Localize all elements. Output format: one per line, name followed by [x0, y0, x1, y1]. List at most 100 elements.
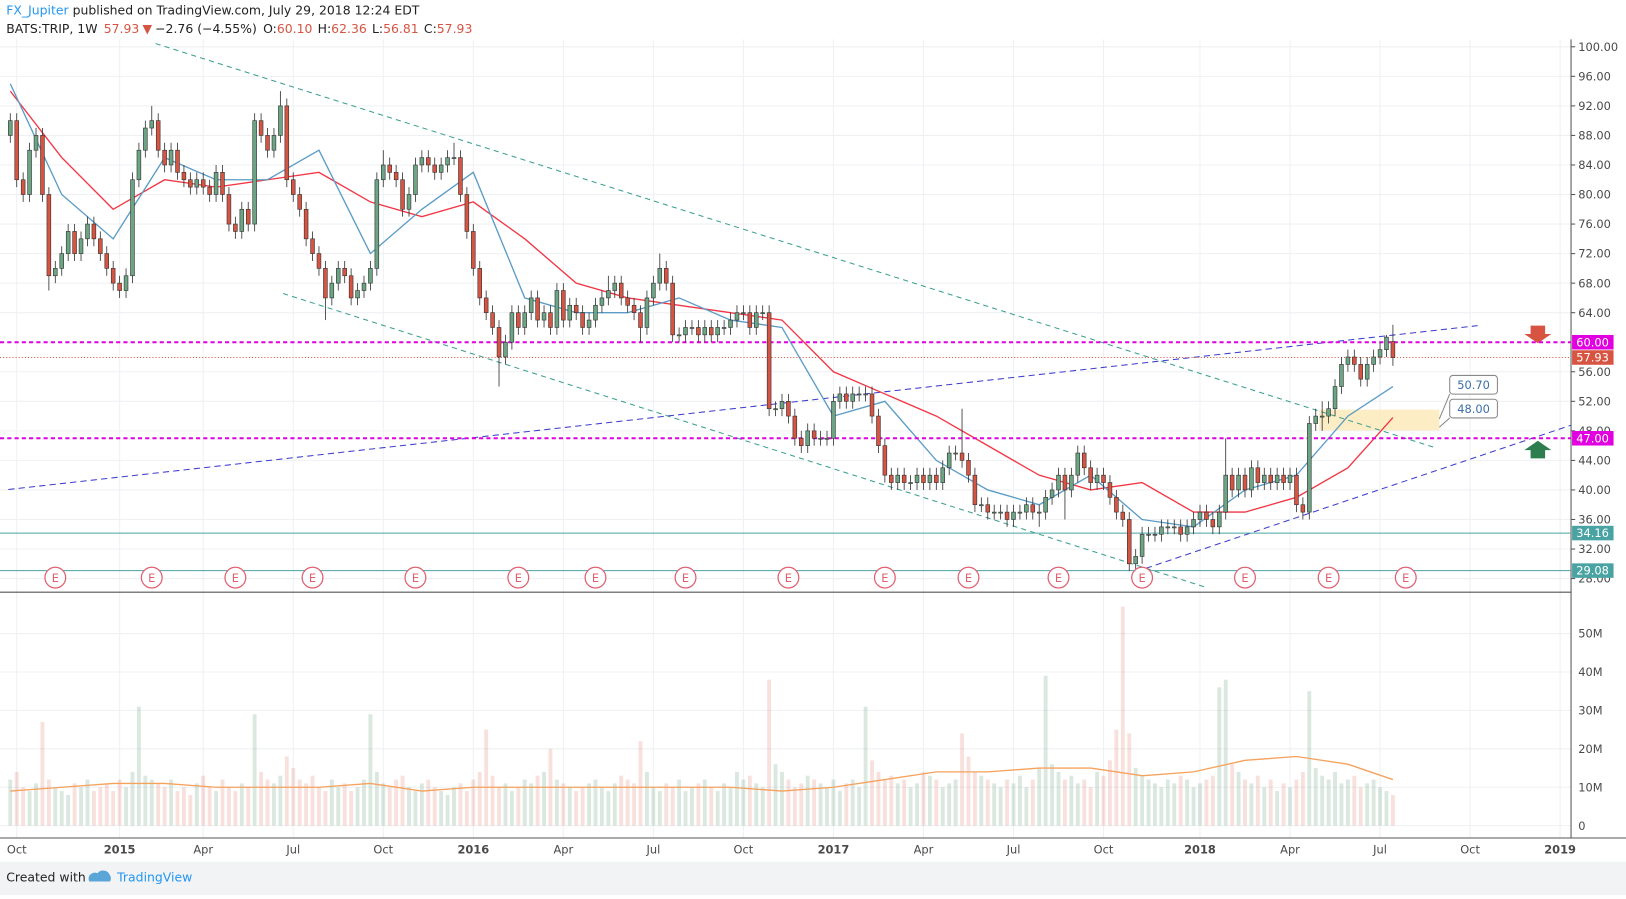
volume-bar — [471, 779, 476, 826]
candle-body — [348, 275, 354, 299]
candle-body — [387, 164, 392, 173]
volume-bar — [593, 779, 598, 826]
candle-body — [400, 179, 405, 210]
candle-body — [40, 135, 45, 195]
candle-body — [471, 231, 476, 269]
candle-body — [342, 268, 347, 277]
x-tick-label: Jul — [645, 843, 660, 857]
y-tick-label: 36.00 — [1578, 513, 1611, 527]
candle-body — [59, 253, 64, 269]
candle-body — [1004, 511, 1010, 520]
candle-body — [1307, 423, 1312, 513]
published: published on TradingView.com, July 29, 2… — [69, 3, 420, 18]
volume-bar — [1345, 779, 1350, 826]
volume-bar — [702, 779, 707, 826]
volume-bar — [149, 779, 154, 826]
author[interactable]: FX_Jupiter — [6, 3, 69, 18]
candle-body — [355, 290, 360, 299]
volume-bar — [1243, 779, 1247, 826]
volume-bar — [985, 779, 990, 826]
candle-body — [934, 474, 939, 483]
candle-body — [438, 164, 444, 173]
candle-body — [245, 208, 251, 225]
candle-body — [1049, 489, 1055, 498]
volume-bar — [1204, 779, 1209, 826]
volume-bar — [207, 787, 212, 826]
candle-body — [959, 452, 965, 461]
volume-bar — [863, 706, 868, 826]
candle-body — [657, 268, 663, 284]
volume-bar — [362, 779, 366, 826]
volume-bar — [619, 775, 624, 826]
candle-body — [586, 319, 592, 328]
candle-body — [1146, 533, 1151, 536]
candle-body — [98, 238, 103, 254]
candle-body — [696, 327, 701, 336]
volume-bar — [329, 779, 334, 826]
candle-body — [805, 430, 810, 446]
candle-body — [1036, 511, 1042, 514]
volume-bar — [233, 791, 238, 826]
volume-bar — [580, 787, 585, 826]
x-tick-label: Oct — [1460, 843, 1480, 857]
candle-body — [509, 312, 515, 343]
volume-bar — [1217, 687, 1222, 826]
volume-bar — [844, 783, 849, 826]
o-val: 60.10 — [277, 21, 313, 36]
candle-body — [644, 297, 650, 328]
candle-body — [1152, 533, 1158, 536]
candle-body — [1017, 511, 1023, 514]
volume-bar — [14, 771, 19, 826]
candle-body — [155, 120, 161, 151]
volume-bar — [522, 779, 527, 826]
candle-body — [1249, 467, 1254, 491]
volume-bar — [355, 787, 360, 826]
header-line2: BATS:TRIP, 1W 57.93 ▼ −2.76 (−4.55%) O:60.10… — [6, 21, 472, 36]
volume-bar — [272, 783, 276, 826]
candle-body — [1332, 386, 1338, 410]
volume-bar — [136, 706, 141, 826]
candle-body — [908, 482, 913, 484]
volume-bar — [1223, 679, 1228, 826]
y-tick-label: 40.00 — [1578, 483, 1611, 497]
candle-body — [824, 437, 830, 440]
footer-brand[interactable]: TradingView — [116, 870, 192, 885]
candle-body — [1294, 474, 1299, 506]
volume-bar — [291, 768, 296, 826]
candle-body — [618, 282, 624, 299]
earnings-marker — [777, 566, 800, 589]
volume-bar — [882, 779, 887, 826]
trend-line — [8, 325, 1478, 491]
volume-bar — [927, 775, 932, 826]
candle-body — [792, 415, 798, 439]
earnings-marker — [1131, 566, 1154, 589]
earnings-marker — [584, 566, 607, 589]
candle-body — [14, 120, 19, 181]
volume-bar — [278, 775, 283, 826]
volume-bar — [561, 783, 566, 826]
footer-created: Created with — [6, 870, 86, 885]
candle-body — [265, 135, 270, 151]
candle-body — [998, 511, 1003, 514]
candle-body — [535, 297, 540, 321]
candle-body — [496, 327, 502, 358]
candle-body — [709, 327, 714, 336]
volume-bar — [1178, 775, 1183, 826]
volume-bar — [458, 783, 463, 826]
candle-body — [1313, 415, 1318, 424]
earnings-label: E — [1402, 571, 1409, 585]
footer-bg — [0, 861, 1626, 895]
volume-bar — [1114, 729, 1119, 826]
volume-bar — [432, 787, 437, 826]
candle-body — [91, 223, 97, 240]
candle-body — [850, 393, 855, 402]
volume-bar — [1146, 779, 1151, 826]
volume-bar — [1230, 764, 1235, 826]
volume-bar — [837, 791, 842, 826]
candle-body — [522, 312, 527, 328]
x-tick-label: 2015 — [104, 843, 136, 857]
earnings-label: E — [309, 571, 316, 585]
volume-bar — [606, 791, 611, 826]
candle-body — [168, 149, 174, 166]
